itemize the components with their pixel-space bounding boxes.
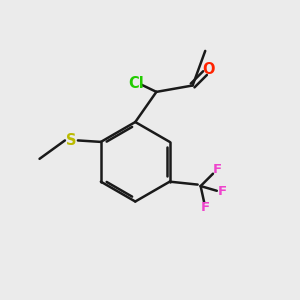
Text: F: F [217, 185, 226, 199]
Text: O: O [202, 62, 215, 77]
Text: F: F [212, 164, 221, 176]
Text: S: S [66, 133, 77, 148]
Text: Cl: Cl [128, 76, 144, 91]
Text: F: F [200, 201, 210, 214]
